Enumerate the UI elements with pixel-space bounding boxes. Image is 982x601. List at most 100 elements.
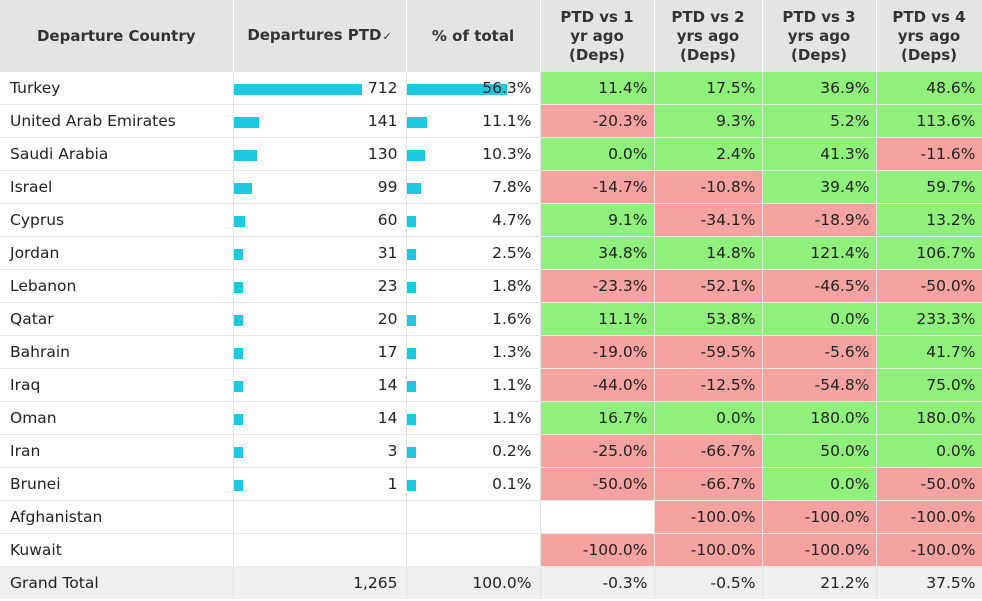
country-cell: Brunei (0, 467, 234, 501)
departures-cell: 14 (233, 401, 407, 435)
vs4-cell: 180.0% (876, 401, 982, 435)
pct-total-value: 1.6% (492, 310, 532, 328)
vs1-cell: -25.0% (540, 434, 655, 468)
vs2-cell: -66.7% (654, 434, 763, 468)
departures-cell: 130 (233, 137, 407, 171)
pct-total-value: 0.1% (492, 475, 532, 493)
country-cell: Jordan (0, 236, 234, 270)
departures-value: 20 (377, 310, 398, 328)
departures-value: 712 (367, 79, 398, 97)
country-cell: Turkey (0, 72, 234, 105)
vs3-cell: 21.2% (762, 566, 877, 599)
vs4-cell: 113.6% (876, 104, 982, 138)
pct-total-bar (406, 315, 416, 326)
country-cell: Bahrain (0, 335, 234, 369)
vs1-cell: -20.3% (540, 104, 655, 138)
vs2-cell: 17.5% (654, 72, 763, 105)
pct-total-value: 2.5% (492, 244, 532, 262)
pct-total-cell (406, 533, 541, 567)
vs2-cell: -66.7% (654, 467, 763, 501)
header-vs2[interactable]: PTD vs 2 yrs ago (Deps) (654, 0, 763, 72)
departures-bar (233, 183, 252, 194)
header-pct-total[interactable]: % of total (406, 0, 541, 72)
vs2-cell: 2.4% (654, 137, 763, 171)
pct-total-value: 1.1% (492, 376, 532, 394)
departures-bar (233, 315, 243, 326)
pct-total-cell: 56.3% (406, 72, 541, 105)
sort-descending-icon[interactable]: ✓ (382, 30, 392, 43)
vs4-cell: -100.0% (876, 500, 982, 534)
pct-total-bar (406, 150, 425, 161)
table-row: Iran 3 0.2% -25.0% -66.7% 50.0% 0.0% (0, 434, 982, 468)
vs2-cell: -34.1% (654, 203, 763, 237)
departures-bar (233, 381, 243, 392)
table-row: Cyprus 60 4.7% 9.1% -34.1% -18.9% 13.2% (0, 203, 982, 237)
vs4-cell: 75.0% (876, 368, 982, 402)
pct-total-cell: 7.8% (406, 170, 541, 204)
vs4-cell: -11.6% (876, 137, 982, 171)
header-vs4[interactable]: PTD vs 4 yrs ago (Deps) (876, 0, 982, 72)
table-row: Saudi Arabia 130 10.3% 0.0% 2.4% 41.3% -11.6% (0, 137, 982, 171)
pct-total-cell: 1.3% (406, 335, 541, 369)
pct-total-cell: 1.1% (406, 401, 541, 435)
vs1-cell: 34.8% (540, 236, 655, 270)
vs1-cell: -50.0% (540, 467, 655, 501)
vs1-cell: 11.1% (540, 302, 655, 336)
vs3-cell: 0.0% (762, 467, 877, 501)
header-departure-country[interactable]: Departure Country (0, 0, 234, 72)
vs4-cell: 106.7% (876, 236, 982, 270)
vs3-cell: -18.9% (762, 203, 877, 237)
country-cell: Saudi Arabia (0, 137, 234, 171)
departures-bar (233, 216, 245, 227)
departures-bar (233, 447, 243, 458)
vs1-cell (540, 500, 655, 534)
vs3-cell: 36.9% (762, 72, 877, 105)
vs2-cell: 14.8% (654, 236, 763, 270)
vs4-cell: 48.6% (876, 72, 982, 105)
vs3-cell: -5.6% (762, 335, 877, 369)
table-row: Lebanon 23 1.8% -23.3% -52.1% -46.5% -50.0% (0, 269, 982, 303)
vs3-cell: 180.0% (762, 401, 877, 435)
pct-total-value: 11.1% (482, 112, 532, 130)
pct-total-cell: 1.1% (406, 368, 541, 402)
pct-total-value: 0.2% (492, 442, 532, 460)
vs3-cell: -54.8% (762, 368, 877, 402)
vs4-cell: -50.0% (876, 467, 982, 501)
pct-total-bar (406, 216, 416, 227)
vs2-cell: -12.5% (654, 368, 763, 402)
header-vs3[interactable]: PTD vs 3 yrs ago (Deps) (762, 0, 877, 72)
vs2-cell: 9.3% (654, 104, 763, 138)
vs2-cell: 53.8% (654, 302, 763, 336)
header-departures-ptd[interactable]: Departures PTD✓ (233, 0, 407, 72)
pct-total-bar (406, 381, 416, 392)
departures-bar (233, 282, 243, 293)
pct-total-bar (406, 249, 416, 260)
departures-cell: 20 (233, 302, 407, 336)
pct-total-cell: 4.7% (406, 203, 541, 237)
departures-cell: 17 (233, 335, 407, 369)
departures-bar (233, 249, 243, 260)
vs4-cell: 0.0% (876, 434, 982, 468)
country-cell: Qatar (0, 302, 234, 336)
pct-total-bar (406, 447, 416, 458)
vs4-cell: -100.0% (876, 533, 982, 567)
header-vs1[interactable]: PTD vs 1 yr ago (Deps) (540, 0, 655, 72)
vs4-cell: 59.7% (876, 170, 982, 204)
vs3-cell: -100.0% (762, 533, 877, 567)
pct-total-bar (406, 183, 421, 194)
departures-value: 130 (367, 145, 398, 163)
table-row: Qatar 20 1.6% 11.1% 53.8% 0.0% 233.3% (0, 302, 982, 336)
pct-total-cell: 11.1% (406, 104, 541, 138)
vs4-cell: 13.2% (876, 203, 982, 237)
departures-cell: 23 (233, 269, 407, 303)
departures-cell (233, 533, 407, 567)
vs3-cell: 50.0% (762, 434, 877, 468)
departures-value: 31 (377, 244, 398, 262)
pct-total-cell: 10.3% (406, 137, 541, 171)
vs1-cell: -0.3% (540, 566, 655, 599)
pct-total-bar (406, 282, 416, 293)
table-row: Jordan 31 2.5% 34.8% 14.8% 121.4% 106.7% (0, 236, 982, 270)
vs4-cell: 37.5% (876, 566, 982, 599)
vs3-cell: 5.2% (762, 104, 877, 138)
vs4-cell: -50.0% (876, 269, 982, 303)
